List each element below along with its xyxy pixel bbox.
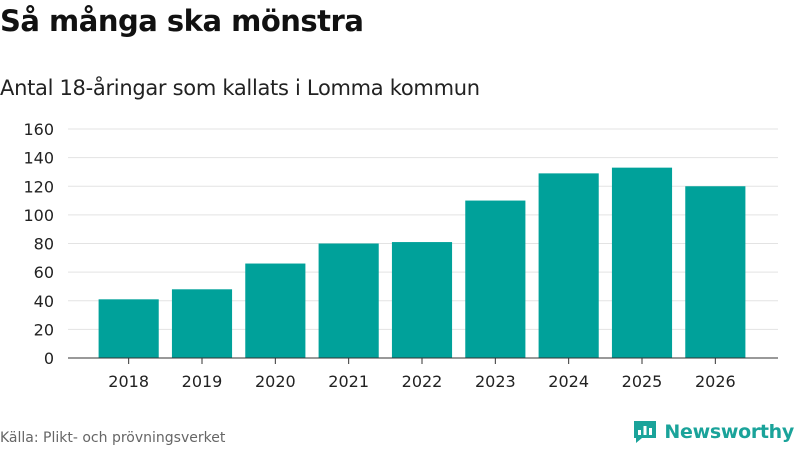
bar-2025 [611,167,673,358]
bar-2019 [171,289,233,358]
y-tick-label-0: 0 [44,349,54,368]
x-tick-label-2018: 2018 [108,372,149,391]
bar-2024 [538,173,599,358]
bar-2026 [685,186,746,358]
x-tick-label-2025: 2025 [622,372,663,391]
bar-2023 [465,200,526,358]
x-tick-label-2023: 2023 [475,372,516,391]
chart-subtitle: Antal 18-åringar som kallats i Lomma kom… [0,76,480,100]
bar-2021 [318,243,379,358]
bars [98,167,746,358]
x-tick-label-2026: 2026 [695,372,736,391]
x-tick-label-2022: 2022 [402,372,443,391]
y-tick-label-80: 80 [34,235,54,254]
axes [68,357,778,364]
bar-2022 [391,242,453,358]
x-tick-label-2021: 2021 [328,372,369,391]
brand-name: Newsworthy [664,421,794,443]
bar-2018 [98,299,159,358]
chart-title: Så många ska mönstra [0,4,364,38]
newsworthy-logo-icon [634,421,657,443]
x-tick-label-2019: 2019 [182,372,223,391]
bar-2020 [245,263,306,358]
x-tick-label-2020: 2020 [255,372,296,391]
source-note: Källa: Plikt- och prövningsverket [0,430,226,446]
brand-logo[interactable]: Newsworthy [632,420,794,444]
y-tick-label-100: 100 [23,206,54,225]
y-tick-label-120: 120 [23,177,54,196]
tick-labels: 0 20 40 60 80 100 120 140 160 2018 2019 2020 2021 202… [23,120,735,391]
y-tick-label-60: 60 [34,263,54,282]
y-tick-label-20: 20 [34,320,54,339]
y-tick-label-40: 40 [34,292,54,311]
y-tick-label-140: 140 [23,149,54,168]
x-tick-label-2024: 2024 [548,372,589,391]
y-tick-label-160: 160 [23,120,54,139]
